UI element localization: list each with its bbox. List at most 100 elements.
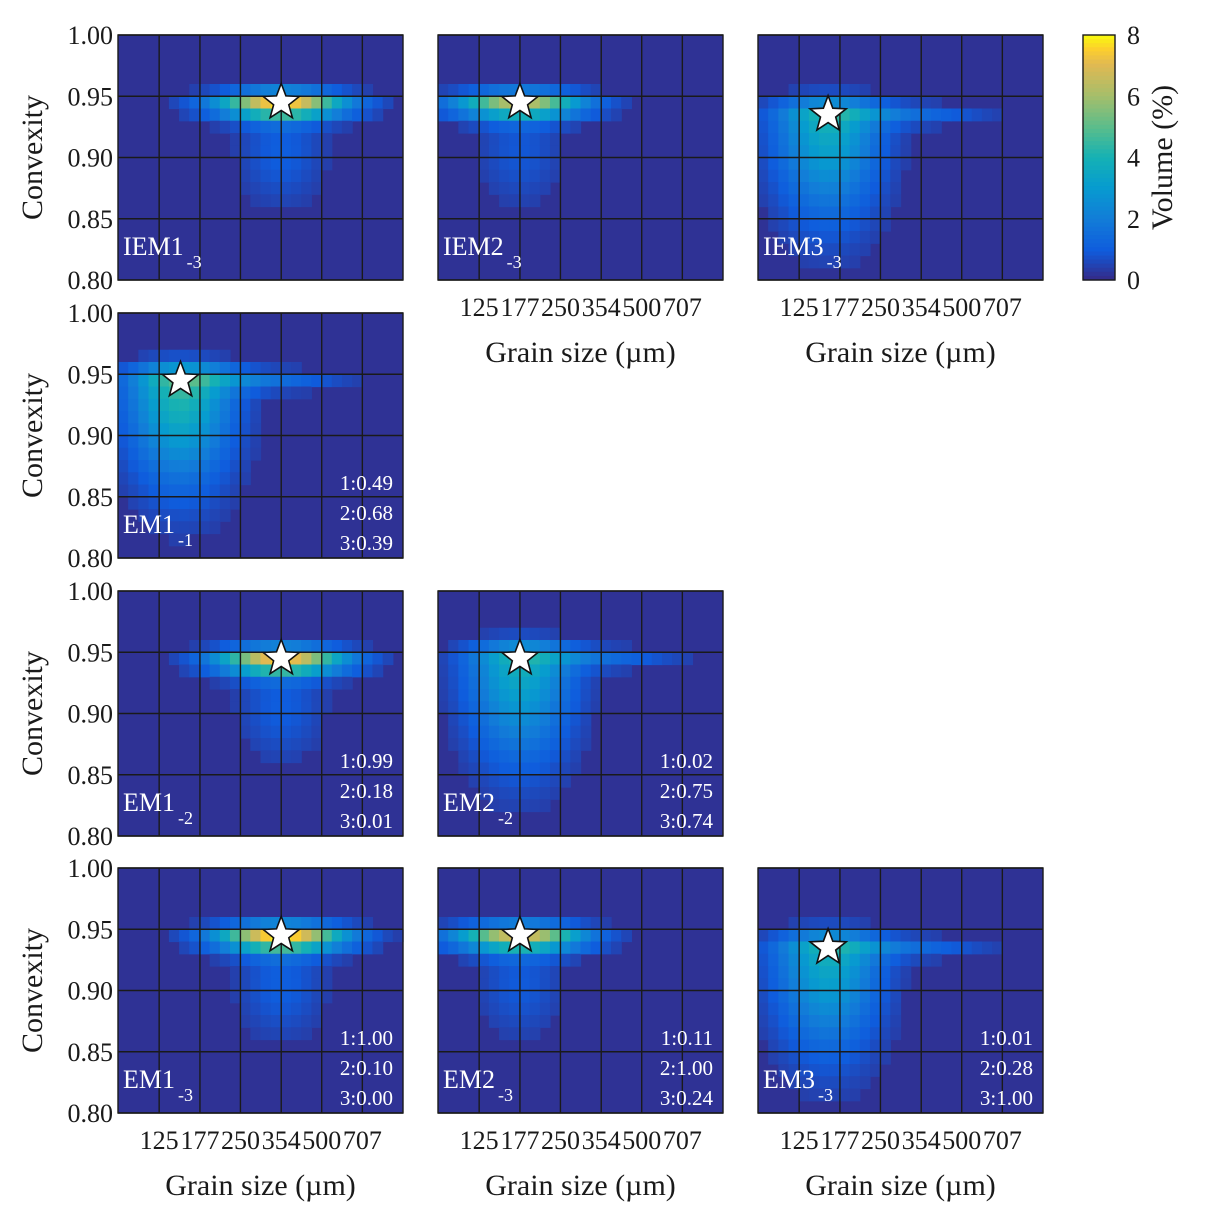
- heatmap-cell: [859, 96, 871, 110]
- heatmap-cell: [250, 978, 262, 992]
- heatmap-cell: [260, 145, 272, 159]
- x-tick-label: 125: [780, 293, 819, 322]
- heatmap-cell: [488, 725, 500, 739]
- heatmap-cell: [280, 978, 292, 992]
- heatmap-cell: [280, 966, 292, 979]
- heatmap-cell: [509, 169, 521, 183]
- heatmap-cell: [229, 652, 241, 666]
- panel-frame: [757, 867, 1044, 1114]
- heatmap-cell: [148, 386, 160, 400]
- heatmap-cell: [301, 1015, 312, 1028]
- heatmap-cell: [250, 411, 262, 424]
- heatmap-cell: [260, 362, 272, 375]
- x-tick-label: 250: [541, 293, 580, 322]
- heatmap-cell: [209, 941, 221, 955]
- heatmap-cell: [478, 84, 490, 97]
- heatmap-cell: [448, 652, 459, 666]
- heatmap-cell: [890, 133, 902, 146]
- heatmap-cell: [209, 447, 221, 461]
- heatmap-cell: [148, 447, 160, 461]
- heatmap-cell: [539, 96, 551, 110]
- heatmap-cell: [890, 182, 902, 195]
- heatmap-cell: [570, 762, 582, 776]
- heatmap-cell: [819, 990, 830, 1004]
- heatmap-cell: [240, 182, 251, 195]
- heatmap-cell: [240, 929, 251, 943]
- heatmap-cell: [311, 676, 323, 690]
- heatmap-cell: [478, 750, 490, 764]
- heatmap-cell: [468, 713, 480, 727]
- heatmap-cell: [229, 84, 241, 97]
- heatmap-cell: [250, 435, 262, 449]
- correlation-label: 1:0.11: [661, 1026, 713, 1050]
- colorbar-segment: [1083, 177, 1115, 183]
- heatmap-cell: [321, 917, 333, 930]
- heatmap-cell: [880, 206, 891, 220]
- heatmap-cell: [301, 194, 312, 208]
- heatmap-cell: [301, 108, 312, 122]
- panel-frame: [117, 34, 404, 281]
- heatmap-cell: [839, 84, 851, 97]
- heatmap-cell: [849, 218, 861, 232]
- heatmap-cell: [488, 953, 500, 967]
- heatmap-cell: [499, 84, 510, 97]
- colorbar-segment: [1083, 88, 1115, 93]
- colorbar-segment: [1083, 206, 1115, 212]
- heatmap-cell: [519, 738, 531, 751]
- heatmap-cell: [250, 96, 262, 110]
- heatmap-cell: [209, 349, 221, 363]
- heatmap-cell: [240, 725, 251, 739]
- heatmap-cell: [331, 84, 343, 97]
- heatmap-cell: [478, 108, 490, 122]
- heatmap-cell: [869, 182, 881, 195]
- heatmap-cell: [529, 701, 541, 715]
- heatmap-cell: [468, 738, 480, 751]
- heatmap-cell: [920, 929, 932, 943]
- heatmap-cell: [240, 990, 251, 1004]
- heatmap-cell: [458, 640, 470, 653]
- heatmap-panel-5: EM1-21:0.992:0.183:0.011.000.950.900.850…: [16, 577, 404, 851]
- heatmap-cell: [768, 145, 779, 159]
- heatmap-cell: [890, 941, 902, 955]
- heatmap-cell: [128, 435, 139, 449]
- heatmap-cell: [158, 398, 170, 412]
- heatmap-cell: [560, 762, 571, 776]
- heatmap-cell: [250, 917, 262, 930]
- heatmap-cell: [519, 941, 531, 955]
- heatmap-cell: [488, 96, 500, 110]
- heatmap-cell: [829, 1015, 841, 1028]
- panel-label: IEM3-3: [763, 232, 842, 272]
- heatmap-cell: [611, 929, 622, 943]
- colorbar-segment: [1083, 96, 1115, 101]
- colorbar-segment: [1083, 133, 1115, 138]
- heatmap-cell: [158, 472, 170, 486]
- heatmap-cell: [280, 169, 292, 183]
- heatmap-cell: [560, 120, 571, 134]
- heatmap-cell: [240, 689, 251, 702]
- y-tick-label: 0.80: [68, 266, 114, 295]
- heatmap-cell: [240, 1002, 251, 1016]
- heatmap-cell: [808, 169, 820, 183]
- heatmap-cell: [941, 108, 952, 122]
- heatmap-cell: [869, 1027, 881, 1041]
- heatmap-cell: [829, 84, 841, 97]
- heatmap-cell: [448, 738, 459, 751]
- heatmap-cell: [768, 990, 779, 1004]
- heatmap-cell: [311, 145, 323, 159]
- heatmap-cell: [118, 460, 129, 473]
- heatmap-cell: [229, 133, 241, 146]
- heatmap-cell: [808, 917, 820, 930]
- heatmap-cell: [260, 194, 272, 208]
- heatmap-cell: [768, 941, 779, 955]
- heatmap-cell: [148, 423, 160, 437]
- heatmap-cell: [291, 966, 302, 979]
- heatmap-cell: [331, 374, 343, 388]
- heatmap-cell: [798, 231, 810, 244]
- heatmap-cell: [148, 496, 160, 510]
- heatmap-cell: [199, 509, 211, 522]
- heatmap-cell: [392, 929, 404, 943]
- heatmap-cell: [301, 145, 312, 159]
- heatmap-cell: [260, 96, 272, 110]
- heatmap-cell: [189, 349, 201, 363]
